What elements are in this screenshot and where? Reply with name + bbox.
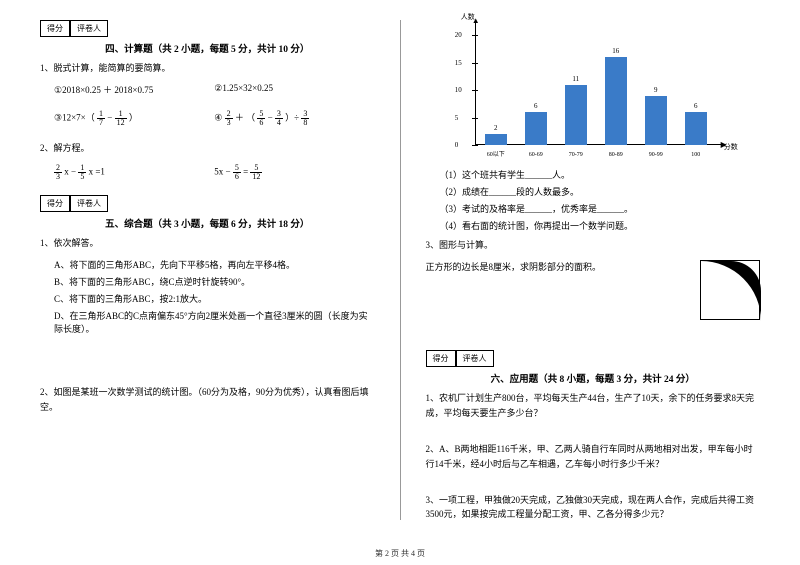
bar-chart: 人数 ▲ ▶ 分数 05101520260以下660-691170-791680… <box>453 20 733 160</box>
score-cell-score: 得分 <box>40 20 70 37</box>
x-label-4: 90-99 <box>639 152 673 158</box>
bar-value-2: 11 <box>565 75 587 83</box>
q5-3-text: 正方形的边长是8厘米，求阴影部分的面积。 <box>426 262 602 272</box>
y-tickmark <box>472 90 478 91</box>
eq-4-1c-pre: ③12×7×（ <box>54 113 95 123</box>
eq-4-1d-pre: ④ <box>214 113 222 123</box>
frac-5-12: 512 <box>250 164 262 181</box>
eq-4-1d-m2: − <box>268 113 275 123</box>
score-cell-score-3: 得分 <box>426 350 456 367</box>
y-tick-10: 10 <box>455 86 462 94</box>
eq-4-1c-post: ） <box>129 113 138 123</box>
frac-1-12: 112 <box>115 110 127 127</box>
frac-5-6b: 56 <box>233 164 241 181</box>
q5-1b: B、将下面的三角形ABC，绕C点逆时针旋转90°。 <box>54 275 375 288</box>
score-cell-grader-2: 评卷人 <box>70 195 108 212</box>
bar-value-5: 6 <box>685 102 707 110</box>
y-tick-20: 20 <box>455 31 462 39</box>
x-label-0: 60以下 <box>479 149 513 158</box>
y-tick-5: 5 <box>455 114 459 122</box>
q6-2: 2、A、B两地相距116千米，甲、乙两人骑自行车同时从两地相对出发，甲车每小时行… <box>426 442 761 471</box>
chart-q2: （2）成绩在______段的人数最多。 <box>440 185 761 198</box>
x-label-1: 60-69 <box>519 152 553 158</box>
eq-4-2b-mid: = <box>243 166 250 176</box>
score-cell-grader-3: 评卷人 <box>456 350 494 367</box>
frac-1-7: 17 <box>97 110 105 127</box>
bar-value-1: 6 <box>525 102 547 110</box>
bar-value-4: 9 <box>645 86 667 94</box>
frac-2-3: 23 <box>225 110 233 127</box>
y-tickmark <box>472 118 478 119</box>
frac-3-8: 38 <box>301 110 309 127</box>
eq-4-2a: 23 x − 15 x =1 <box>54 164 214 181</box>
frac-1-5: 15 <box>78 164 86 181</box>
x-label-2: 70-79 <box>559 152 593 158</box>
score-box-1: 得分 评卷人 <box>40 20 375 37</box>
eq-4-2a-mid: x − <box>64 166 78 176</box>
eq-4-2b-pre: 5x − <box>214 166 233 176</box>
y-tick-0: 0 <box>455 141 459 149</box>
section-5-title: 五、综合题（共 3 小题，每题 6 分，共计 18 分） <box>40 216 375 230</box>
bar-value-3: 16 <box>605 47 627 55</box>
score-box-2: 得分 评卷人 <box>40 195 375 212</box>
bar-4 <box>645 96 667 146</box>
shaded-shape-icon <box>701 261 761 321</box>
q5-3: 正方形的边长是8厘米，求阴影部分的面积。 <box>426 260 761 274</box>
y-axis <box>475 20 476 145</box>
section-4-title: 四、计算题（共 2 小题，每题 5 分，共计 10 分） <box>40 41 375 55</box>
eq-4-1d-m3: ）÷ <box>285 113 299 123</box>
q6-3: 3、一项工程，甲独做20天完成，乙独做30天完成，现在两人合作，完成后共得工资3… <box>426 493 761 522</box>
x-label-5: 100 <box>679 152 713 158</box>
q5-3-label: 3、图形与计算。 <box>426 238 761 252</box>
q5-1d: D、在三角形ABC的C点南偏东45°方向2厘米处画一个直径3厘米的圆（长度为实际… <box>54 309 375 335</box>
chart-q3: （3）考试的及格率是______，优秀率是______。 <box>440 202 761 215</box>
q6-1: 1、农机厂计划生产800台，平均每天生产44台，生产了10天，余下的任务要求8天… <box>426 391 761 420</box>
page-footer: 第 2 页 共 4 页 <box>0 548 800 559</box>
q5-2: 2、如图是某班一次数学测试的统计图。（60分为及格，90分为优秀），认真看图后填… <box>40 385 375 414</box>
eq-4-2b: 5x − 56 = 512 <box>214 164 374 181</box>
x-label-3: 80-89 <box>599 152 633 158</box>
eq-4-1d: ④ 23 ＋ （ 56 − 34 ）÷ 38 <box>214 110 374 127</box>
frac-2-3b: 23 <box>54 164 62 181</box>
frac-5-6: 56 <box>257 110 265 127</box>
right-column: 人数 ▲ ▶ 分数 05101520260以下660-691170-791680… <box>426 20 761 520</box>
score-box-3: 得分 评卷人 <box>426 350 761 367</box>
q5-1: 1、依次解答。 <box>40 236 375 250</box>
chart-q1: （1）这个班共有学生______人。 <box>440 168 761 181</box>
section-6-title: 六、应用题（共 8 小题，每题 3 分，共计 24 分） <box>426 371 761 385</box>
q4-2: 2、解方程。 <box>40 141 375 155</box>
eq-4-2a-post: x =1 <box>89 166 105 176</box>
y-tickmark <box>472 145 478 146</box>
eq-4-1b: ②1.25×32×0.25 <box>214 83 374 96</box>
square-figure <box>700 260 760 320</box>
bar-5 <box>685 112 707 145</box>
q5-1a: A、将下面的三角形ABC，先向下平移5格，再向左平移4格。 <box>54 258 375 271</box>
bar-2 <box>565 85 587 146</box>
x-axis-title: 分数 <box>724 142 738 152</box>
q4-1: 1、脱式计算，能简算的要简算。 <box>40 61 375 75</box>
bar-1 <box>525 112 547 145</box>
y-tickmark <box>472 63 478 64</box>
frac-3-4: 34 <box>275 110 283 127</box>
bar-3 <box>605 57 627 145</box>
q5-1c: C、将下面的三角形ABC，按2:1放大。 <box>54 292 375 305</box>
eq-4-1a: ①2018×0.25 ＋ 2018×0.75 <box>54 83 214 96</box>
bar-0 <box>485 134 507 145</box>
bar-value-0: 2 <box>485 124 507 132</box>
eq-4-1c-mid: − <box>107 113 112 123</box>
eq-4-1d-m1: ＋ （ <box>235 113 255 123</box>
y-tick-15: 15 <box>455 59 462 67</box>
column-divider <box>400 20 401 520</box>
eq-4-1c: ③12×7×（ 17 − 112 ） <box>54 110 214 127</box>
score-cell-grader: 评卷人 <box>70 20 108 37</box>
left-column: 得分 评卷人 四、计算题（共 2 小题，每题 5 分，共计 10 分） 1、脱式… <box>40 20 375 520</box>
y-tickmark <box>472 35 478 36</box>
score-cell-score-2: 得分 <box>40 195 70 212</box>
chart-q4: （4）看右面的统计图，你再提出一个数学问题。 <box>440 219 761 232</box>
